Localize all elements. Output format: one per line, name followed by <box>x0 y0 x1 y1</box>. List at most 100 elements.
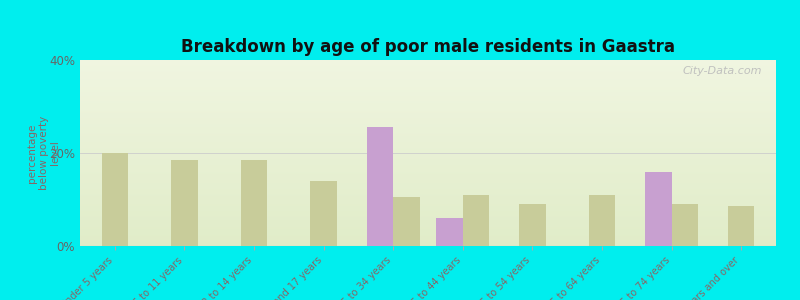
Bar <box>80 240 776 241</box>
Title: Breakdown by age of poor male residents in Gaastra: Breakdown by age of poor male residents … <box>181 38 675 56</box>
Bar <box>394 197 420 246</box>
Bar <box>80 211 776 212</box>
Bar <box>80 124 776 126</box>
Bar <box>80 132 776 133</box>
Bar <box>80 140 776 141</box>
Bar <box>80 72 776 74</box>
Bar <box>80 200 776 201</box>
Bar <box>80 165 776 166</box>
Bar <box>80 106 776 107</box>
Bar <box>80 216 776 217</box>
Bar <box>80 91 776 92</box>
Bar <box>80 74 776 75</box>
Bar <box>80 148 776 149</box>
Bar <box>80 214 776 215</box>
Bar <box>80 118 776 119</box>
Bar <box>80 117 776 118</box>
Bar <box>80 163 776 164</box>
Bar <box>80 157 776 158</box>
Bar <box>171 160 198 246</box>
Bar <box>80 66 776 68</box>
Bar <box>80 80 776 81</box>
Bar <box>80 219 776 220</box>
Bar <box>80 177 776 178</box>
Bar <box>80 212 776 214</box>
Bar <box>80 198 776 199</box>
Bar <box>80 60 776 61</box>
Bar <box>80 158 776 159</box>
Bar <box>80 127 776 128</box>
Bar <box>80 147 776 148</box>
Bar <box>80 187 776 188</box>
Bar <box>80 218 776 219</box>
Bar <box>519 204 546 246</box>
Bar <box>80 100 776 101</box>
Bar <box>80 68 776 69</box>
Bar <box>80 159 776 160</box>
Bar <box>80 201 776 202</box>
Bar <box>80 226 776 227</box>
Bar <box>80 141 776 142</box>
Bar <box>80 76 776 77</box>
Bar <box>80 208 776 209</box>
Bar <box>80 110 776 111</box>
Bar <box>80 144 776 145</box>
Bar <box>80 180 776 181</box>
Bar <box>80 190 776 191</box>
Bar <box>80 236 776 237</box>
Bar <box>80 71 776 72</box>
Bar <box>80 204 776 205</box>
Bar <box>80 195 776 196</box>
Bar <box>80 136 776 137</box>
Bar <box>80 206 776 208</box>
Bar <box>80 75 776 76</box>
Bar <box>80 70 776 71</box>
Bar <box>80 152 776 153</box>
Bar <box>80 178 776 179</box>
Bar <box>80 222 776 224</box>
Bar <box>80 215 776 216</box>
Text: City-Data.com: City-Data.com <box>682 66 762 76</box>
Bar <box>80 229 776 230</box>
Bar <box>80 234 776 235</box>
Bar <box>366 128 394 246</box>
Bar <box>241 160 267 246</box>
Bar <box>436 218 462 246</box>
Bar <box>80 185 776 187</box>
Bar <box>589 195 615 246</box>
Bar <box>80 79 776 80</box>
Bar <box>80 61 776 62</box>
Bar <box>80 155 776 157</box>
Bar <box>80 174 776 175</box>
Bar <box>80 84 776 85</box>
Bar <box>80 116 776 117</box>
Bar <box>80 242 776 244</box>
Bar <box>80 235 776 236</box>
Bar <box>80 151 776 152</box>
Bar <box>80 77 776 79</box>
Bar <box>80 183 776 184</box>
Bar <box>80 123 776 124</box>
Bar <box>80 98 776 100</box>
Bar <box>80 188 776 189</box>
Bar <box>80 241 776 242</box>
Bar <box>80 160 776 162</box>
Bar <box>80 196 776 198</box>
Bar <box>80 97 776 98</box>
Bar <box>80 111 776 112</box>
Bar <box>310 181 337 246</box>
Bar <box>80 95 776 96</box>
Y-axis label: percentage
below poverty
level: percentage below poverty level <box>27 116 60 190</box>
Bar <box>80 175 776 177</box>
Bar <box>80 107 776 108</box>
Bar <box>80 105 776 106</box>
Bar <box>645 172 672 246</box>
Bar <box>80 221 776 222</box>
Bar <box>80 81 776 82</box>
Bar <box>80 65 776 66</box>
Bar <box>80 168 776 169</box>
Bar <box>80 193 776 194</box>
Bar <box>80 134 776 136</box>
Bar <box>80 162 776 163</box>
Bar <box>80 126 776 127</box>
